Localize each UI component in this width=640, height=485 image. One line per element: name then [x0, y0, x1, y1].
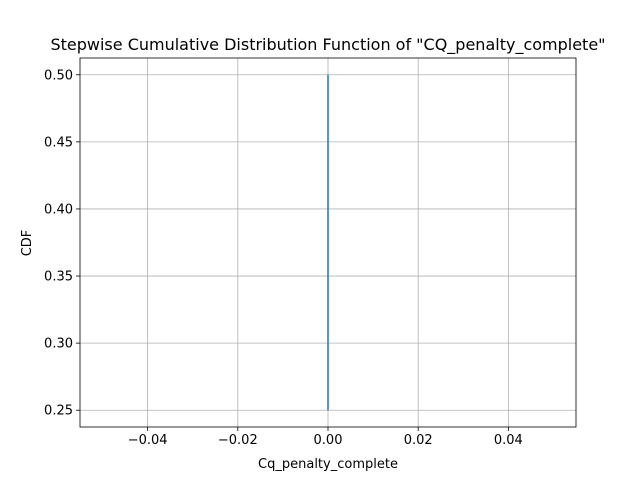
- y-tick-label: 0.35: [44, 270, 73, 285]
- x-tick-label: 0.02: [404, 433, 433, 448]
- chart-title: Stepwise Cumulative Distribution Functio…: [50, 35, 605, 55]
- x-tick-label: 0.00: [314, 433, 343, 448]
- x-axis-label: Cq_penalty_complete: [258, 457, 398, 472]
- x-tick-label: 0.04: [494, 433, 523, 448]
- y-tick-label: 0.50: [44, 68, 73, 83]
- y-tick-label: 0.45: [44, 135, 73, 150]
- y-tick-label: 0.40: [44, 202, 73, 217]
- y-axis-ticks: 0.25 0.30 0.35 0.40 0.45 0.50: [44, 68, 80, 419]
- x-axis-ticks: −0.04 −0.02 0.00 0.02 0.04: [128, 427, 523, 448]
- plot-area: −0.04 −0.02 0.00 0.02 0.04 0.250.300.350.400…: [44, 57, 577, 448]
- x-tick-label: −0.04: [128, 433, 168, 448]
- x-tick-label: −0.02: [218, 433, 258, 448]
- y-tick-label: 0.25: [44, 404, 73, 419]
- y-tick-label: 0.30: [44, 337, 73, 352]
- y-axis-label: CDF: [20, 230, 35, 257]
